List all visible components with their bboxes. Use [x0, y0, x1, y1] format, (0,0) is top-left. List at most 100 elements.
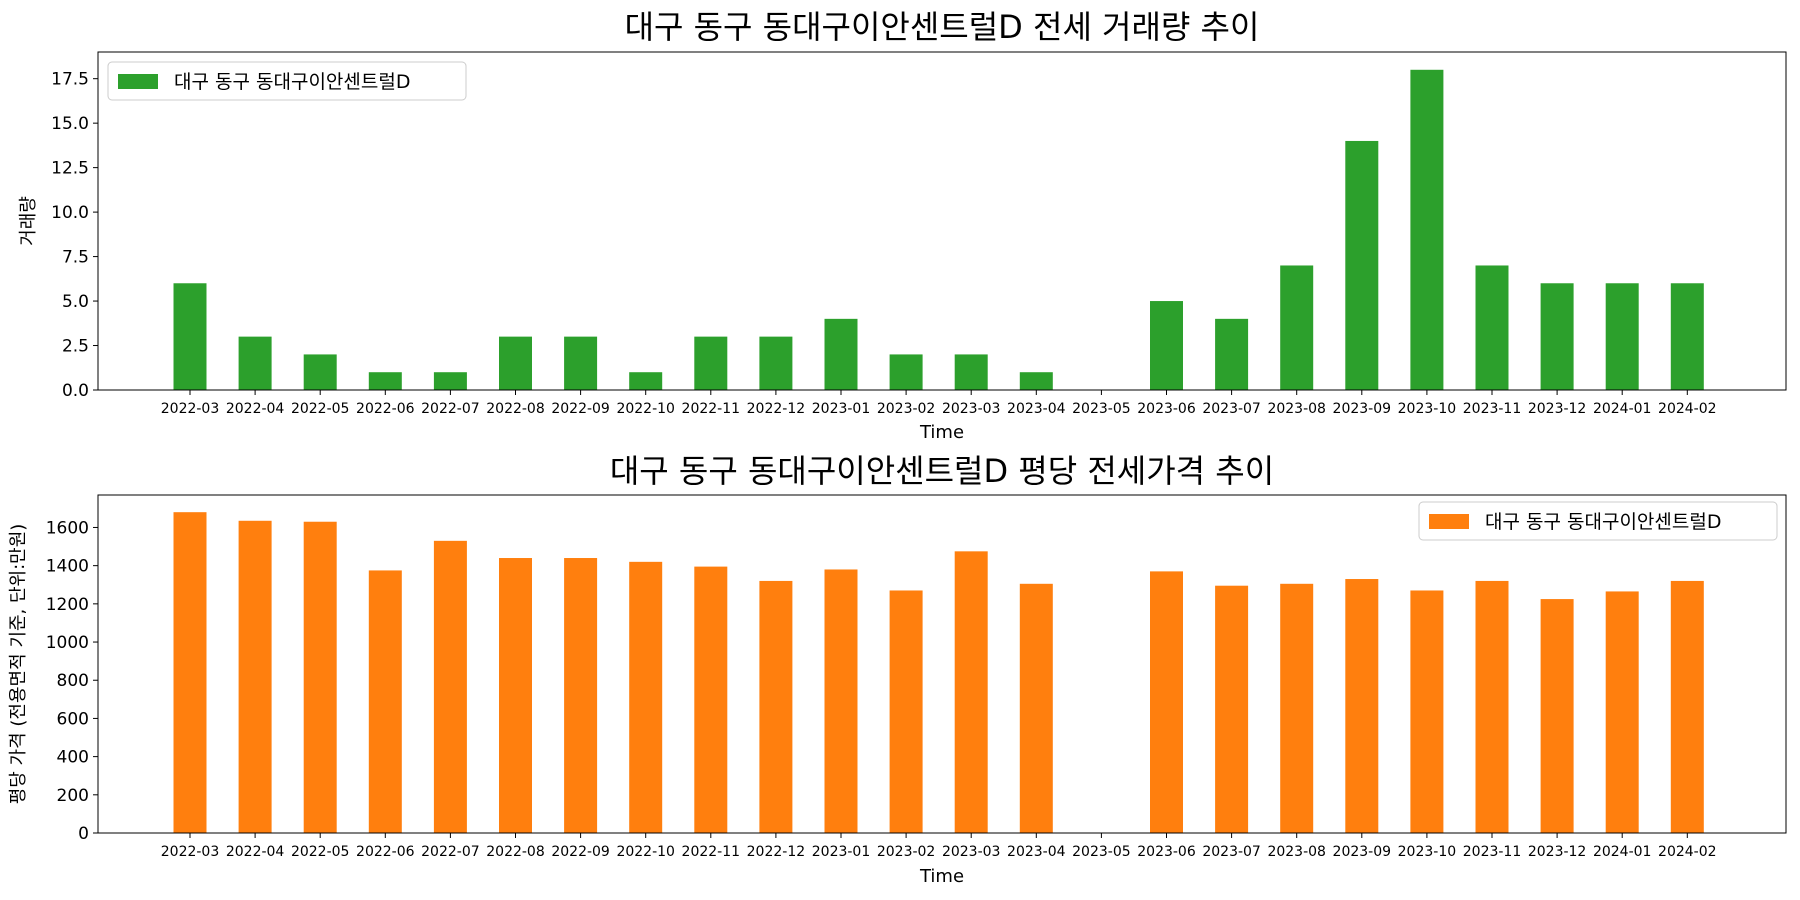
- bar: [1475, 265, 1509, 390]
- bar: [1670, 283, 1704, 390]
- bar: [1280, 265, 1314, 390]
- x-tick-label: 2023-08: [1267, 844, 1326, 860]
- legend-swatch: [118, 74, 158, 89]
- bar: [1345, 579, 1379, 833]
- x-tick-label: 2022-08: [486, 401, 545, 417]
- x-tick-label: 2023-04: [1007, 401, 1066, 417]
- y-tick-label: 400: [57, 748, 89, 768]
- bar: [694, 336, 728, 390]
- x-tick-label: 2022-06: [356, 844, 415, 860]
- bar: [1215, 318, 1249, 390]
- x-tick-label: 2023-11: [1463, 844, 1522, 860]
- bar: [629, 561, 663, 833]
- y-tick-label: 600: [57, 709, 89, 729]
- bar: [759, 580, 793, 833]
- bar: [1280, 583, 1314, 833]
- x-tick-label: 2023-09: [1333, 844, 1392, 860]
- bar: [564, 558, 598, 833]
- x-tick-label: 2023-07: [1202, 401, 1261, 417]
- y-axis-label: 평당 가격 (전용면적 기준, 단위:만원): [8, 524, 29, 805]
- y-tick-label: 15.0: [51, 114, 89, 134]
- legend-label: 대구 동구 동대구이안센트럴D: [1485, 511, 1721, 533]
- bar: [1540, 283, 1574, 390]
- bar: [238, 520, 272, 833]
- bar: [303, 354, 337, 390]
- y-tick-label: 800: [57, 671, 89, 691]
- x-tick-label: 2024-01: [1593, 844, 1652, 860]
- x-tick-label: 2023-11: [1463, 401, 1522, 417]
- x-tick-label: 2022-09: [551, 844, 610, 860]
- plot-frame: [97, 51, 1787, 391]
- chart-panel-2: 대구 동구 동대구이안센트럴D 평당 전세가격 추이 0 200 400 600 800 1…: [8, 452, 1787, 887]
- x-axis-label: Time: [919, 422, 964, 443]
- bar: [433, 540, 467, 833]
- bar: [889, 590, 923, 833]
- x-tick-label: 2022-04: [226, 844, 285, 860]
- x-tick-label: 2023-10: [1398, 401, 1457, 417]
- y-tick-label: 1600: [46, 518, 89, 538]
- y-tick-label: 1000: [46, 633, 89, 653]
- x-tick-label: 2023-09: [1333, 401, 1392, 417]
- x-tick-label: 2023-10: [1398, 844, 1457, 860]
- y-tick-label: 1400: [46, 557, 89, 577]
- x-tick-label: 2023-05: [1072, 401, 1131, 417]
- bar: [1670, 580, 1704, 833]
- bar: [1410, 590, 1444, 833]
- y-tick-label: 200: [57, 786, 89, 806]
- x-tick-label: 2023-07: [1202, 844, 1261, 860]
- bar: [889, 354, 923, 390]
- legend: 대구 동구 동대구이안센트럴D: [107, 61, 467, 101]
- x-tick-label: 2022-05: [291, 401, 350, 417]
- x-tick-label: 2022-09: [551, 401, 610, 417]
- x-tick-label: 2023-06: [1137, 401, 1196, 417]
- bar: [499, 336, 532, 390]
- bar: [173, 283, 207, 390]
- bar: [1150, 301, 1183, 390]
- y-tick-label: 2.5: [62, 337, 89, 357]
- x-tick-label: 2023-08: [1267, 401, 1326, 417]
- x-tick-label: 2024-01: [1593, 401, 1652, 417]
- x-tick-label: 2023-06: [1137, 844, 1196, 860]
- x-tick-label: 2023-12: [1528, 401, 1587, 417]
- x-tick-label: 2023-02: [877, 844, 936, 860]
- bar: [303, 521, 337, 833]
- plot-frame: [97, 494, 1787, 834]
- y-tick-label: 0: [78, 824, 89, 844]
- x-tick-label: 2022-10: [616, 401, 675, 417]
- bar: [1540, 599, 1574, 833]
- bar: [1019, 583, 1053, 833]
- x-tick-label: 2022-07: [421, 844, 480, 860]
- x-tick-label: 2023-03: [942, 401, 1001, 417]
- bar: [694, 566, 728, 833]
- bar: [1475, 580, 1509, 833]
- x-tick-label: 2022-08: [486, 844, 545, 860]
- y-tick-label: 17.5: [51, 70, 89, 90]
- y-tick-label: 12.5: [51, 159, 89, 179]
- bar: [954, 551, 988, 833]
- x-tick-label: 2022-03: [161, 844, 220, 860]
- legend-swatch: [1429, 514, 1469, 529]
- x-tick-label: 2022-07: [421, 401, 480, 417]
- bar: [368, 570, 402, 833]
- x-tick-label: 2023-02: [877, 401, 936, 417]
- bar: [433, 372, 467, 390]
- bar: [824, 569, 858, 833]
- bar: [499, 558, 532, 833]
- x-tick-label: 2023-03: [942, 844, 1001, 860]
- x-tick-label: 2022-06: [356, 401, 415, 417]
- chart-title: 대구 동구 동대구이안센트럴D 평당 전세가격 추이: [610, 452, 1274, 490]
- bar: [238, 336, 272, 390]
- bar: [564, 336, 598, 390]
- x-tick-label: 2022-11: [682, 844, 741, 860]
- bar: [1019, 372, 1053, 390]
- x-tick-label: 2023-12: [1528, 844, 1587, 860]
- bar: [824, 318, 858, 390]
- y-tick-label: 5.0: [62, 292, 89, 312]
- x-tick-label: 2024-02: [1658, 401, 1717, 417]
- bar: [368, 372, 402, 390]
- y-axis-label: 거래량: [18, 196, 39, 246]
- legend-label: 대구 동구 동대구이안센트럴D: [174, 71, 410, 93]
- legend-box: [107, 61, 467, 101]
- x-tick-label: 2022-10: [616, 844, 675, 860]
